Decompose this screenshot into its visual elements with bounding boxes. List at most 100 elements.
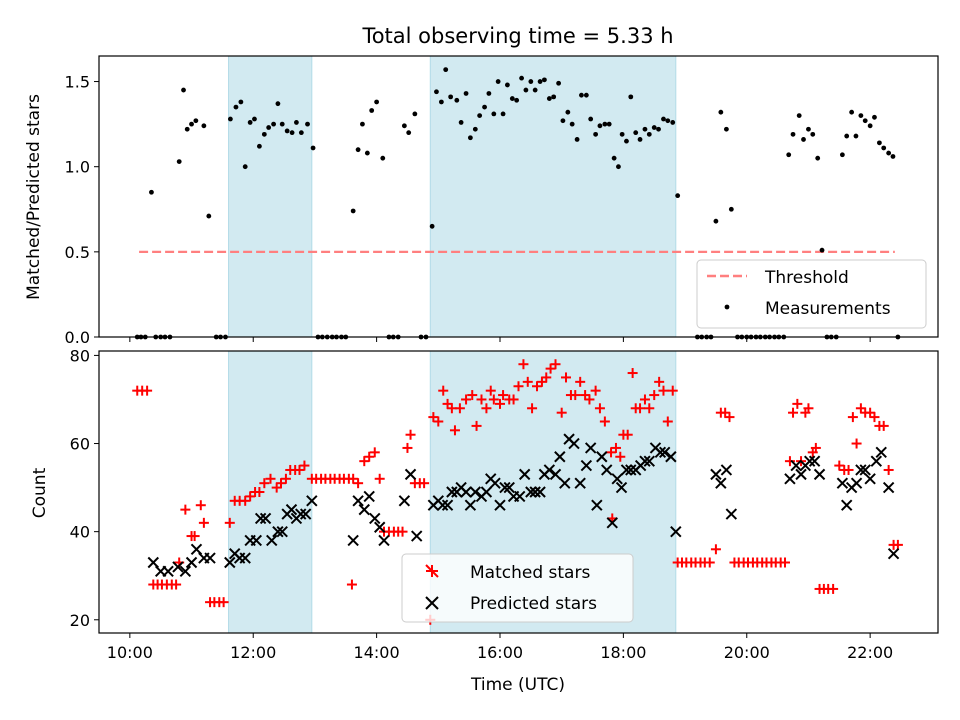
predicted-stars-point xyxy=(601,464,613,476)
predicted-stars-point xyxy=(503,481,515,494)
matched-stars-point xyxy=(438,385,449,396)
measurement-point xyxy=(661,116,666,122)
matched-stars-point xyxy=(189,531,200,542)
measurement-point xyxy=(651,125,657,130)
predicted-stars-point xyxy=(499,481,511,494)
matched-stars-point xyxy=(488,394,499,405)
measurement-point xyxy=(429,223,435,229)
x-stroke-2 xyxy=(725,508,738,520)
x-stroke-2 xyxy=(285,503,298,516)
x-stroke-2 xyxy=(710,468,722,481)
predicted-stars-point xyxy=(568,437,580,450)
x-stroke-2 xyxy=(543,464,556,476)
x-stroke-2 xyxy=(352,495,364,507)
matched-stars-point xyxy=(639,394,650,405)
matched-stars-point xyxy=(467,390,478,401)
top-panel-ylabel: Matched/Predicted stars xyxy=(24,94,44,300)
matched-stars-point xyxy=(364,451,375,462)
predicted-stars-point xyxy=(864,473,876,485)
predicted-stars-point xyxy=(887,547,900,560)
measurement-point xyxy=(294,120,299,125)
measurement-point xyxy=(467,135,473,141)
y-tick-label: 1.5 xyxy=(65,73,90,92)
predicted-stars-point xyxy=(580,459,593,472)
measurement-point xyxy=(858,113,864,119)
y-tick-label: 20 xyxy=(70,611,90,630)
predicted-stars-point xyxy=(525,486,537,498)
measurement-point xyxy=(176,159,182,164)
measurement-point xyxy=(551,94,557,100)
matched-stars-point xyxy=(359,456,370,467)
predicted-stars-point xyxy=(250,534,263,547)
measurement-point xyxy=(579,92,584,98)
matched-stars-point xyxy=(662,416,673,427)
top-panel-x-ticks xyxy=(129,337,871,342)
x-stroke-2 xyxy=(554,451,566,463)
measurement-point xyxy=(881,145,887,151)
predicted-stars-point xyxy=(882,481,895,494)
matched-stars-point xyxy=(792,398,803,409)
predicted-stars-point xyxy=(813,468,826,481)
predicted-stars-point xyxy=(643,455,655,467)
predicted-stars-point xyxy=(411,530,423,542)
measurement-point xyxy=(261,131,267,137)
matched-stars-point xyxy=(570,390,581,401)
x-stroke-2 xyxy=(172,561,184,573)
measurement-point xyxy=(298,130,304,136)
x-stroke-2 xyxy=(813,468,826,481)
measurement-point xyxy=(491,111,497,117)
measurement-point xyxy=(477,113,483,119)
matched-stars-point xyxy=(218,597,229,608)
measurement-point xyxy=(523,87,529,93)
measurement-point xyxy=(619,131,625,137)
measurement-point xyxy=(728,206,734,212)
x-stroke-2 xyxy=(378,534,390,547)
matched-stars-point xyxy=(594,403,605,414)
x-stroke-2 xyxy=(499,481,511,494)
legend-threshold-label: Threshold xyxy=(764,268,849,288)
measurement-point xyxy=(862,118,868,124)
x-stroke-2 xyxy=(639,455,651,467)
matched-stars-point xyxy=(584,394,595,405)
x-stroke-2 xyxy=(347,534,359,547)
predicted-stars-point xyxy=(808,455,821,467)
x-stroke-2 xyxy=(259,512,272,525)
measurement-point xyxy=(458,120,464,125)
matched-stars-point xyxy=(180,504,191,515)
matched-stars-point xyxy=(449,425,460,436)
measurement-point xyxy=(289,130,295,136)
predicted-stars-point xyxy=(784,473,796,485)
measurement-point xyxy=(616,164,621,170)
predicted-stars-point xyxy=(446,486,458,498)
predicted-stars-point xyxy=(584,442,597,454)
measurement-point xyxy=(790,131,796,137)
matched-stars-point xyxy=(353,478,364,489)
predicted-stars-point xyxy=(543,464,556,476)
legend-predicted-label: Predicted stars xyxy=(470,594,597,614)
predicted-stars-point xyxy=(347,534,359,547)
measurement-point xyxy=(189,121,194,127)
predicted-stars-point xyxy=(404,468,417,481)
predicted-stars-point xyxy=(836,477,849,489)
measurement-point xyxy=(886,150,892,156)
x-stroke-2 xyxy=(446,486,458,498)
predicted-stars-point xyxy=(436,499,449,511)
measurement-point xyxy=(876,140,882,146)
top-panel-frame xyxy=(98,55,939,338)
x-stroke-2 xyxy=(887,547,900,560)
measurement-point xyxy=(628,94,634,100)
x-stroke-2 xyxy=(358,503,370,516)
predicted-stars-point xyxy=(224,556,236,569)
predicted-stars-point xyxy=(441,499,454,511)
predicted-stars-point xyxy=(299,508,312,520)
predicted-stars-point xyxy=(659,446,671,459)
x-stroke-2 xyxy=(808,455,821,467)
matched-stars-point xyxy=(556,407,567,418)
matched-stars-point xyxy=(810,442,821,453)
legend-matched-label: Matched stars xyxy=(470,563,590,583)
matched-stars-point xyxy=(494,398,505,409)
measurement-point xyxy=(284,128,290,134)
predicted-stars-point xyxy=(870,455,883,467)
measurement-point xyxy=(819,247,825,253)
